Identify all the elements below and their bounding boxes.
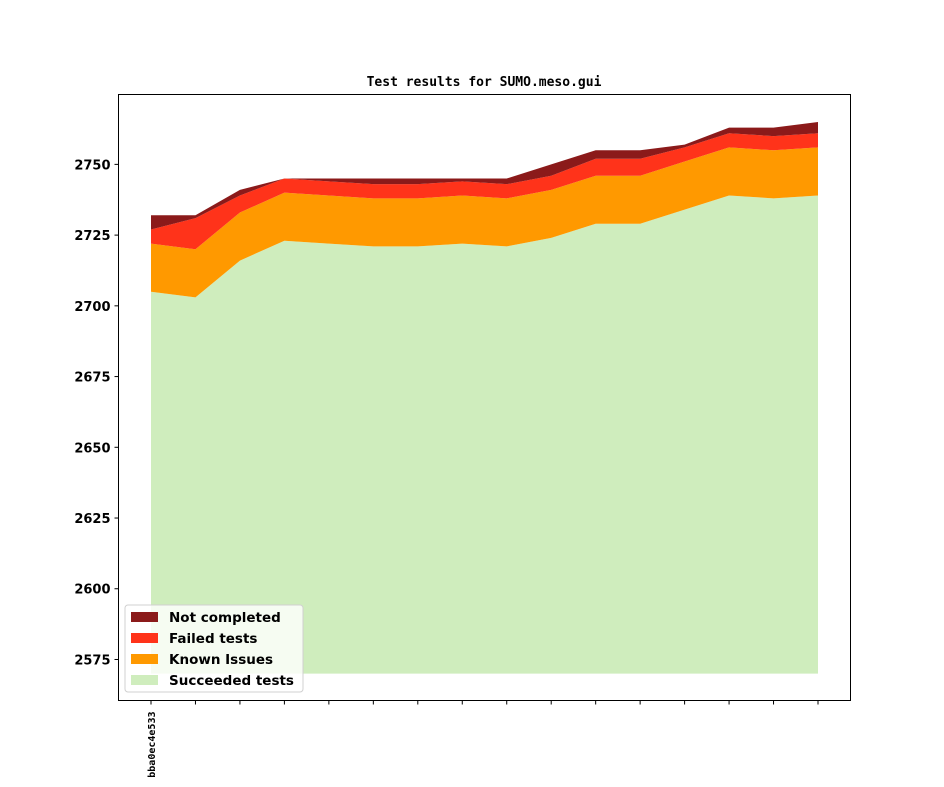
legend-label: Failed tests bbox=[169, 631, 257, 647]
y-tick-label: 2600 bbox=[74, 583, 110, 598]
legend-swatch bbox=[131, 654, 158, 664]
area-failed-tests bbox=[151, 133, 818, 250]
y-tick-label: 2725 bbox=[74, 229, 110, 244]
area-known-issues bbox=[151, 147, 818, 298]
x-tick-label: bba0ec4e533 bbox=[147, 712, 158, 778]
legend-frame bbox=[124, 604, 304, 693]
chart-title: Test results for SUMO.meso.gui bbox=[367, 75, 602, 90]
legend-swatch bbox=[131, 675, 158, 685]
y-tick-label: 2750 bbox=[74, 158, 110, 173]
area-succeeded-tests bbox=[151, 195, 818, 674]
legend-label: Known Issues bbox=[169, 652, 273, 668]
y-tick-label: 2675 bbox=[74, 371, 110, 386]
y-tick-label: 2575 bbox=[74, 653, 110, 668]
plot-frame bbox=[118, 94, 851, 701]
legend-label: Not completed bbox=[169, 610, 281, 626]
legend-swatch bbox=[131, 612, 158, 622]
legend-label: Succeeded tests bbox=[169, 673, 294, 689]
area-not-completed bbox=[151, 121, 818, 230]
legend-swatch bbox=[131, 633, 158, 643]
legend: Not completed Failed tests Known Issues Suc… bbox=[124, 604, 304, 693]
y-tick-label: 2650 bbox=[74, 441, 110, 456]
y-tick-label: 2700 bbox=[74, 300, 110, 315]
y-tick-label: 2625 bbox=[74, 512, 110, 527]
